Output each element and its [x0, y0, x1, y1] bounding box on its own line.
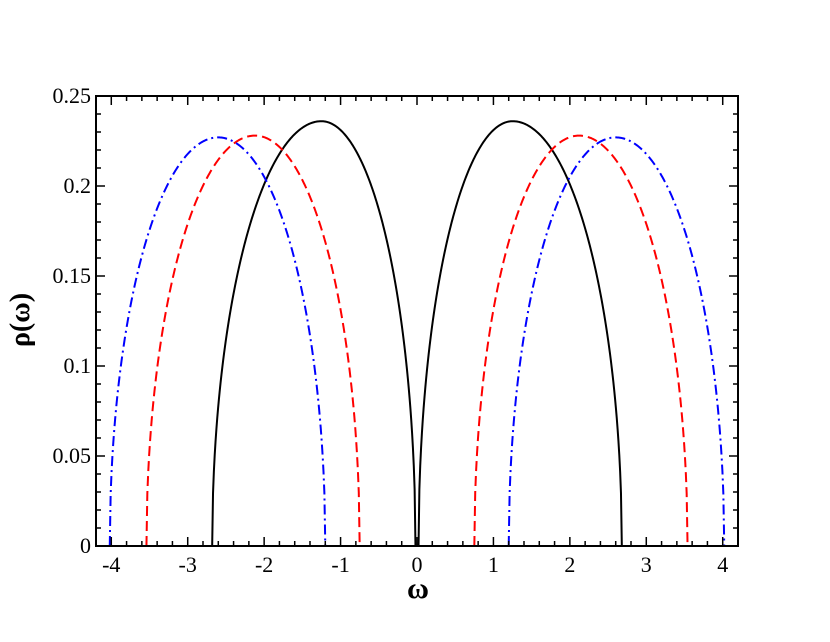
series-layer — [108, 120, 726, 546]
x-tick-label: 0 — [412, 552, 423, 577]
x-tick-label: -4 — [102, 552, 120, 577]
tick-layer — [95, 95, 739, 547]
y-tick-label: 0.1 — [64, 353, 92, 378]
x-tick-label: -2 — [255, 552, 273, 577]
x-tick-labels: -4 -3 -2 -1 0 1 2 3 4 — [102, 552, 728, 577]
x-tick-label: -1 — [331, 552, 349, 577]
y-tick-label: 0.2 — [64, 173, 92, 198]
y-tick-label: 0.15 — [53, 263, 92, 288]
y-axis-title: ρ(ω) — [5, 293, 36, 347]
series-line-dashed — [145, 134, 689, 546]
x-axis-title: ω — [407, 572, 429, 605]
x-tick-label: 1 — [488, 552, 499, 577]
x-tick-label: 2 — [564, 552, 575, 577]
x-tick-label: -3 — [179, 552, 197, 577]
x-tick-label: 4 — [717, 552, 728, 577]
y-tick-label: 0.25 — [53, 83, 92, 108]
series-line-dash-dot — [108, 136, 726, 546]
y-tick-label: 0.05 — [53, 443, 92, 468]
series-line-solid — [211, 120, 623, 546]
y-tick-label: 0 — [80, 533, 91, 558]
y-tick-labels: 0 0.05 0.1 0.15 0.2 0.25 — [53, 83, 92, 558]
plot-frame — [95, 95, 739, 547]
x-tick-label: 3 — [641, 552, 652, 577]
